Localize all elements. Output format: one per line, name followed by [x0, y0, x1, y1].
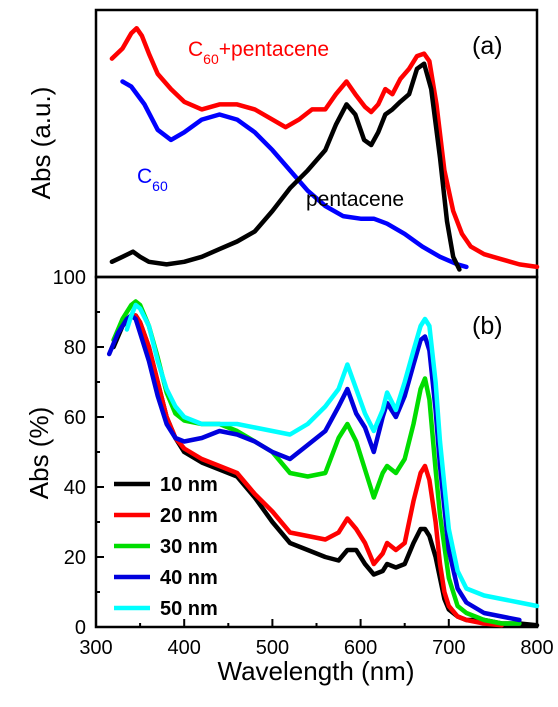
series-line-20-nm [111, 313, 504, 628]
panel-a-label: (a) [472, 32, 503, 60]
annotation-c60-pentacene: C60+pentacene [188, 38, 329, 67]
annotation-c60: C60 [137, 165, 168, 194]
y-tick-label-0: 0 [75, 617, 86, 639]
legend-label-40-nm: 40 nm [160, 567, 218, 589]
panel-b-series [106, 299, 540, 628]
legend-label-50-nm: 50 nm [160, 598, 218, 620]
panel-a-series-line-1 [120, 79, 469, 270]
panel-b-ticks: 300 400 500 600 700 800 0 20 40 60 80 100 [53, 267, 554, 659]
legend-label-30-nm: 30 nm [160, 536, 218, 558]
annotation-pentacene: pentacene [306, 188, 404, 211]
panel-a-series-line-0 [109, 25, 540, 270]
panel-a-y-axis-title: Abs (a.u.) [26, 87, 56, 200]
y-axis-title: Abs (%) [24, 407, 54, 499]
y-tick-label-100: 100 [53, 267, 86, 289]
x-tick-label-800: 800 [520, 637, 553, 659]
x-axis-title: Wavelength (nm) [218, 656, 415, 686]
panel-b: 300 400 500 600 700 800 0 20 40 60 80 100 (b) Abs (… [24, 267, 554, 686]
panel-a: (a) Abs (a.u.) C60+pentacene C60 pentace… [26, 8, 540, 279]
panel-b-label: (b) [472, 312, 503, 340]
series-line-50-nm [124, 302, 540, 609]
y-tick-label-80: 80 [64, 337, 86, 359]
x-tick-label-600: 600 [344, 637, 377, 659]
panel-a-series-line-2 [109, 61, 462, 272]
legend-label-10-nm: 10 nm [160, 474, 218, 496]
y-tick-label-20: 20 [64, 547, 86, 569]
panel-a-series [109, 25, 540, 272]
x-tick-label-700: 700 [432, 637, 465, 659]
x-tick-label-500: 500 [256, 637, 289, 659]
legend: 10 nm 20 nm 30 nm 40 nm 50 nm [114, 474, 218, 620]
x-tick-label-400: 400 [168, 637, 201, 659]
legend-label-20-nm: 20 nm [160, 505, 218, 527]
y-tick-label-40: 40 [64, 477, 86, 499]
x-tick-label-300: 300 [79, 637, 112, 659]
y-tick-label-60: 60 [64, 407, 86, 429]
